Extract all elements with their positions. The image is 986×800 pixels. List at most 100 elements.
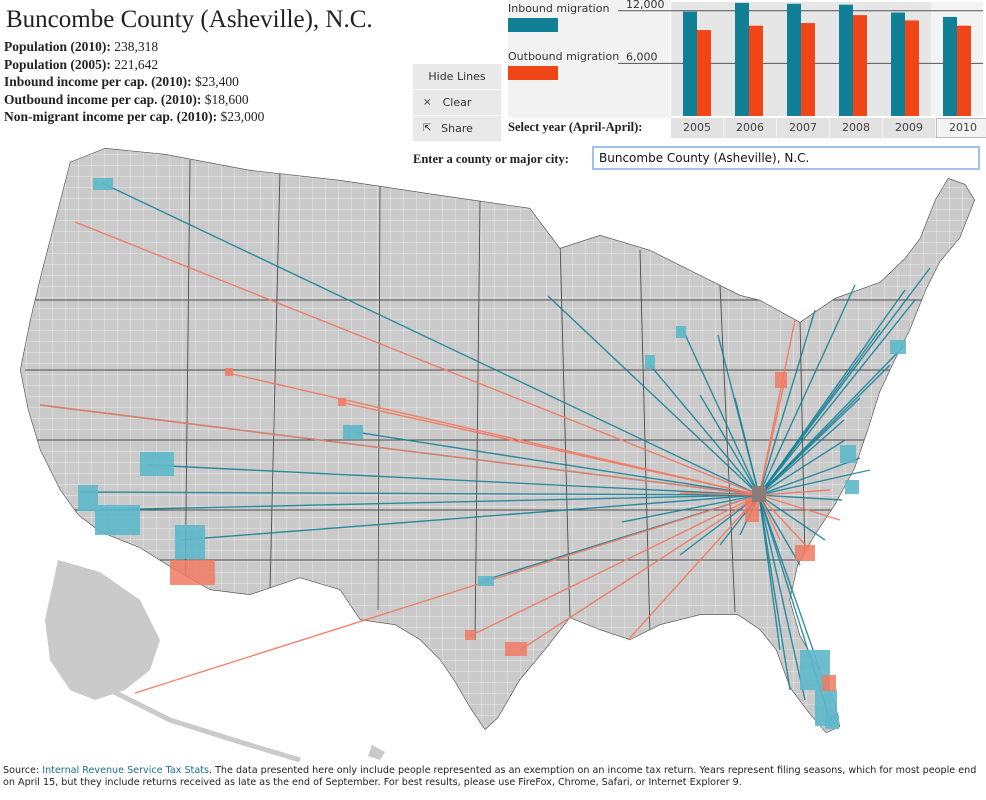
inbound-flow-line (682, 329, 760, 496)
outbound-flow-line (134, 494, 760, 694)
outbound-flow-line (758, 379, 786, 496)
inbound-flow-line (758, 397, 861, 496)
source-link[interactable]: Internal Revenue Service Tax Stats (42, 765, 209, 776)
inbound-flow-line (758, 419, 845, 496)
migration-flows (39, 182, 931, 721)
bar-inbound-2010 (943, 16, 957, 116)
inbound-flow-line (758, 439, 846, 496)
year-tab-2005[interactable]: 2005 (671, 118, 724, 138)
inbound-flow-line (147, 464, 760, 496)
outbound-flow-line (39, 404, 760, 496)
page-title: Buncombe County (Asheville), N.C. (6, 6, 373, 33)
inbound-flow-line (621, 494, 760, 523)
inbound-county (845, 480, 859, 494)
share-button[interactable]: ⇱ Share (413, 116, 501, 142)
inbound-flow-line (758, 329, 881, 496)
outbound-flow-line (469, 494, 760, 637)
inbound-flow-line (758, 494, 806, 701)
outbound-flow-line (679, 492, 760, 496)
search-label: Enter a county or major city: (413, 152, 569, 166)
legend-outbound-label: Outbound migration (508, 50, 620, 63)
legend-outbound-swatch (508, 66, 558, 80)
inbound-flow-line (758, 494, 801, 566)
inbound-county (890, 340, 906, 354)
inbound-county (140, 452, 174, 476)
outbound-flow-line (758, 494, 811, 551)
inbound-flow-line (758, 494, 843, 501)
year-tab-2009[interactable]: 2009 (883, 118, 936, 138)
y-tick-label: 6,000 (626, 50, 658, 63)
year-select-label: Select year (April-April): (508, 120, 643, 134)
source-footer: Source: Internal Revenue Service Tax Sta… (3, 765, 977, 788)
year-tab-2007[interactable]: 2007 (777, 118, 830, 138)
outbound-county (505, 642, 527, 656)
inbound-flow-line (101, 182, 760, 496)
bar-outbound-2009 (905, 20, 919, 117)
year-tab-2010[interactable]: 2010 (936, 118, 986, 138)
outbound-county (225, 368, 233, 376)
outbound-flow-line (627, 494, 760, 641)
inbound-county (645, 355, 655, 369)
outbound-flow-line (74, 221, 760, 496)
outbound-county (775, 372, 787, 388)
inbound-county (175, 525, 205, 559)
outbound-flow-line (758, 494, 841, 521)
land (20, 148, 975, 762)
migration-map (20, 148, 975, 762)
y-tick-label: 12,000 (626, 0, 665, 11)
bar-outbound-2006 (749, 25, 763, 116)
outbound-county (795, 545, 815, 561)
stat-population-2010: Population (2010): 238,318 (4, 39, 159, 54)
county-stats: Population (2010): 238,318 Population (2… (4, 38, 264, 126)
inbound-county (840, 445, 856, 463)
bar-outbound-2010 (957, 25, 971, 116)
bar-inbound-2007 (787, 3, 801, 117)
migration-bar-chart: 12,000 6,000 (508, 0, 983, 118)
inbound-flow-line (758, 469, 871, 496)
close-icon: × (423, 97, 432, 108)
inbound-flow-line (758, 494, 826, 541)
inbound-flow-line (758, 457, 861, 496)
bar-inbound-2006 (735, 2, 749, 117)
chart-legend: Inbound migration Outbound migration (508, 2, 622, 98)
legend-inbound-label: Inbound migration (508, 2, 610, 15)
outbound-flow-line (519, 494, 760, 651)
inbound-county (825, 715, 839, 729)
bar-inbound-2009 (891, 12, 905, 116)
hide-lines-button[interactable]: Hide Lines (413, 64, 501, 90)
inbound-flow-line (734, 397, 760, 496)
year-tab-2008[interactable]: 2008 (830, 118, 883, 138)
inbound-flow-line (354, 431, 760, 496)
inbound-flow-line (547, 295, 760, 496)
inbound-flow-line (99, 494, 760, 511)
year-selector: 2005 2006 2007 2008 2009 2010 (671, 118, 986, 138)
inbound-county (343, 425, 363, 439)
inbound-flow-line (179, 494, 760, 541)
inbound-flow-line (758, 309, 816, 496)
share-icon: ⇱ (423, 123, 432, 134)
clear-button[interactable]: × Clear (413, 90, 501, 116)
outbound-flow-line (758, 489, 831, 496)
highlighted-counties (78, 178, 906, 729)
inbound-flow-line (758, 284, 856, 496)
stat-population-2005: Population (2005): 221,642 (4, 56, 159, 72)
stat-outbound-income: Outbound income per cap. (2010): $18,600 (4, 91, 249, 107)
inbound-county (95, 505, 140, 535)
inbound-county (93, 178, 113, 190)
home-county-marker (752, 486, 766, 502)
inbound-county (78, 485, 98, 511)
outbound-flow-line (758, 494, 781, 541)
stat-nonmigrant-income: Non-migrant income per cap. (2010): $23,… (4, 109, 265, 124)
county-search-input[interactable] (592, 146, 980, 170)
inbound-flow-line (758, 494, 821, 671)
inbound-county (676, 326, 686, 338)
bar-outbound-2007 (801, 23, 815, 116)
bar-inbound-2008 (839, 4, 853, 117)
map-controls: Hide Lines × Clear ⇱ Share (413, 64, 501, 142)
inbound-county (478, 576, 494, 586)
bar-outbound-2008 (853, 15, 867, 116)
bar-outbound-2005 (697, 30, 711, 116)
year-tab-2006[interactable]: 2006 (724, 118, 777, 138)
outbound-county (822, 675, 836, 691)
bar-inbound-2005 (683, 11, 697, 116)
